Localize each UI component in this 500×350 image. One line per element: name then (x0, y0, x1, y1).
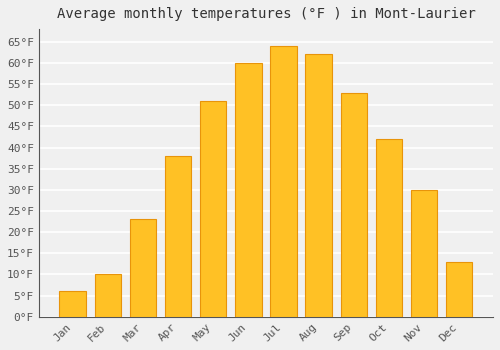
Bar (165, 156, 191, 317)
Bar (235, 63, 262, 317)
Bar (376, 139, 402, 317)
Bar (60, 292, 86, 317)
Bar (130, 219, 156, 317)
Bar (270, 46, 296, 317)
Bar (306, 55, 332, 317)
Bar (340, 92, 367, 317)
Bar (411, 190, 438, 317)
Bar (446, 262, 472, 317)
Bar (200, 101, 226, 317)
Title: Average monthly temperatures (°F ) in Mont-Laurier: Average monthly temperatures (°F ) in Mo… (56, 7, 476, 21)
Bar (94, 274, 121, 317)
